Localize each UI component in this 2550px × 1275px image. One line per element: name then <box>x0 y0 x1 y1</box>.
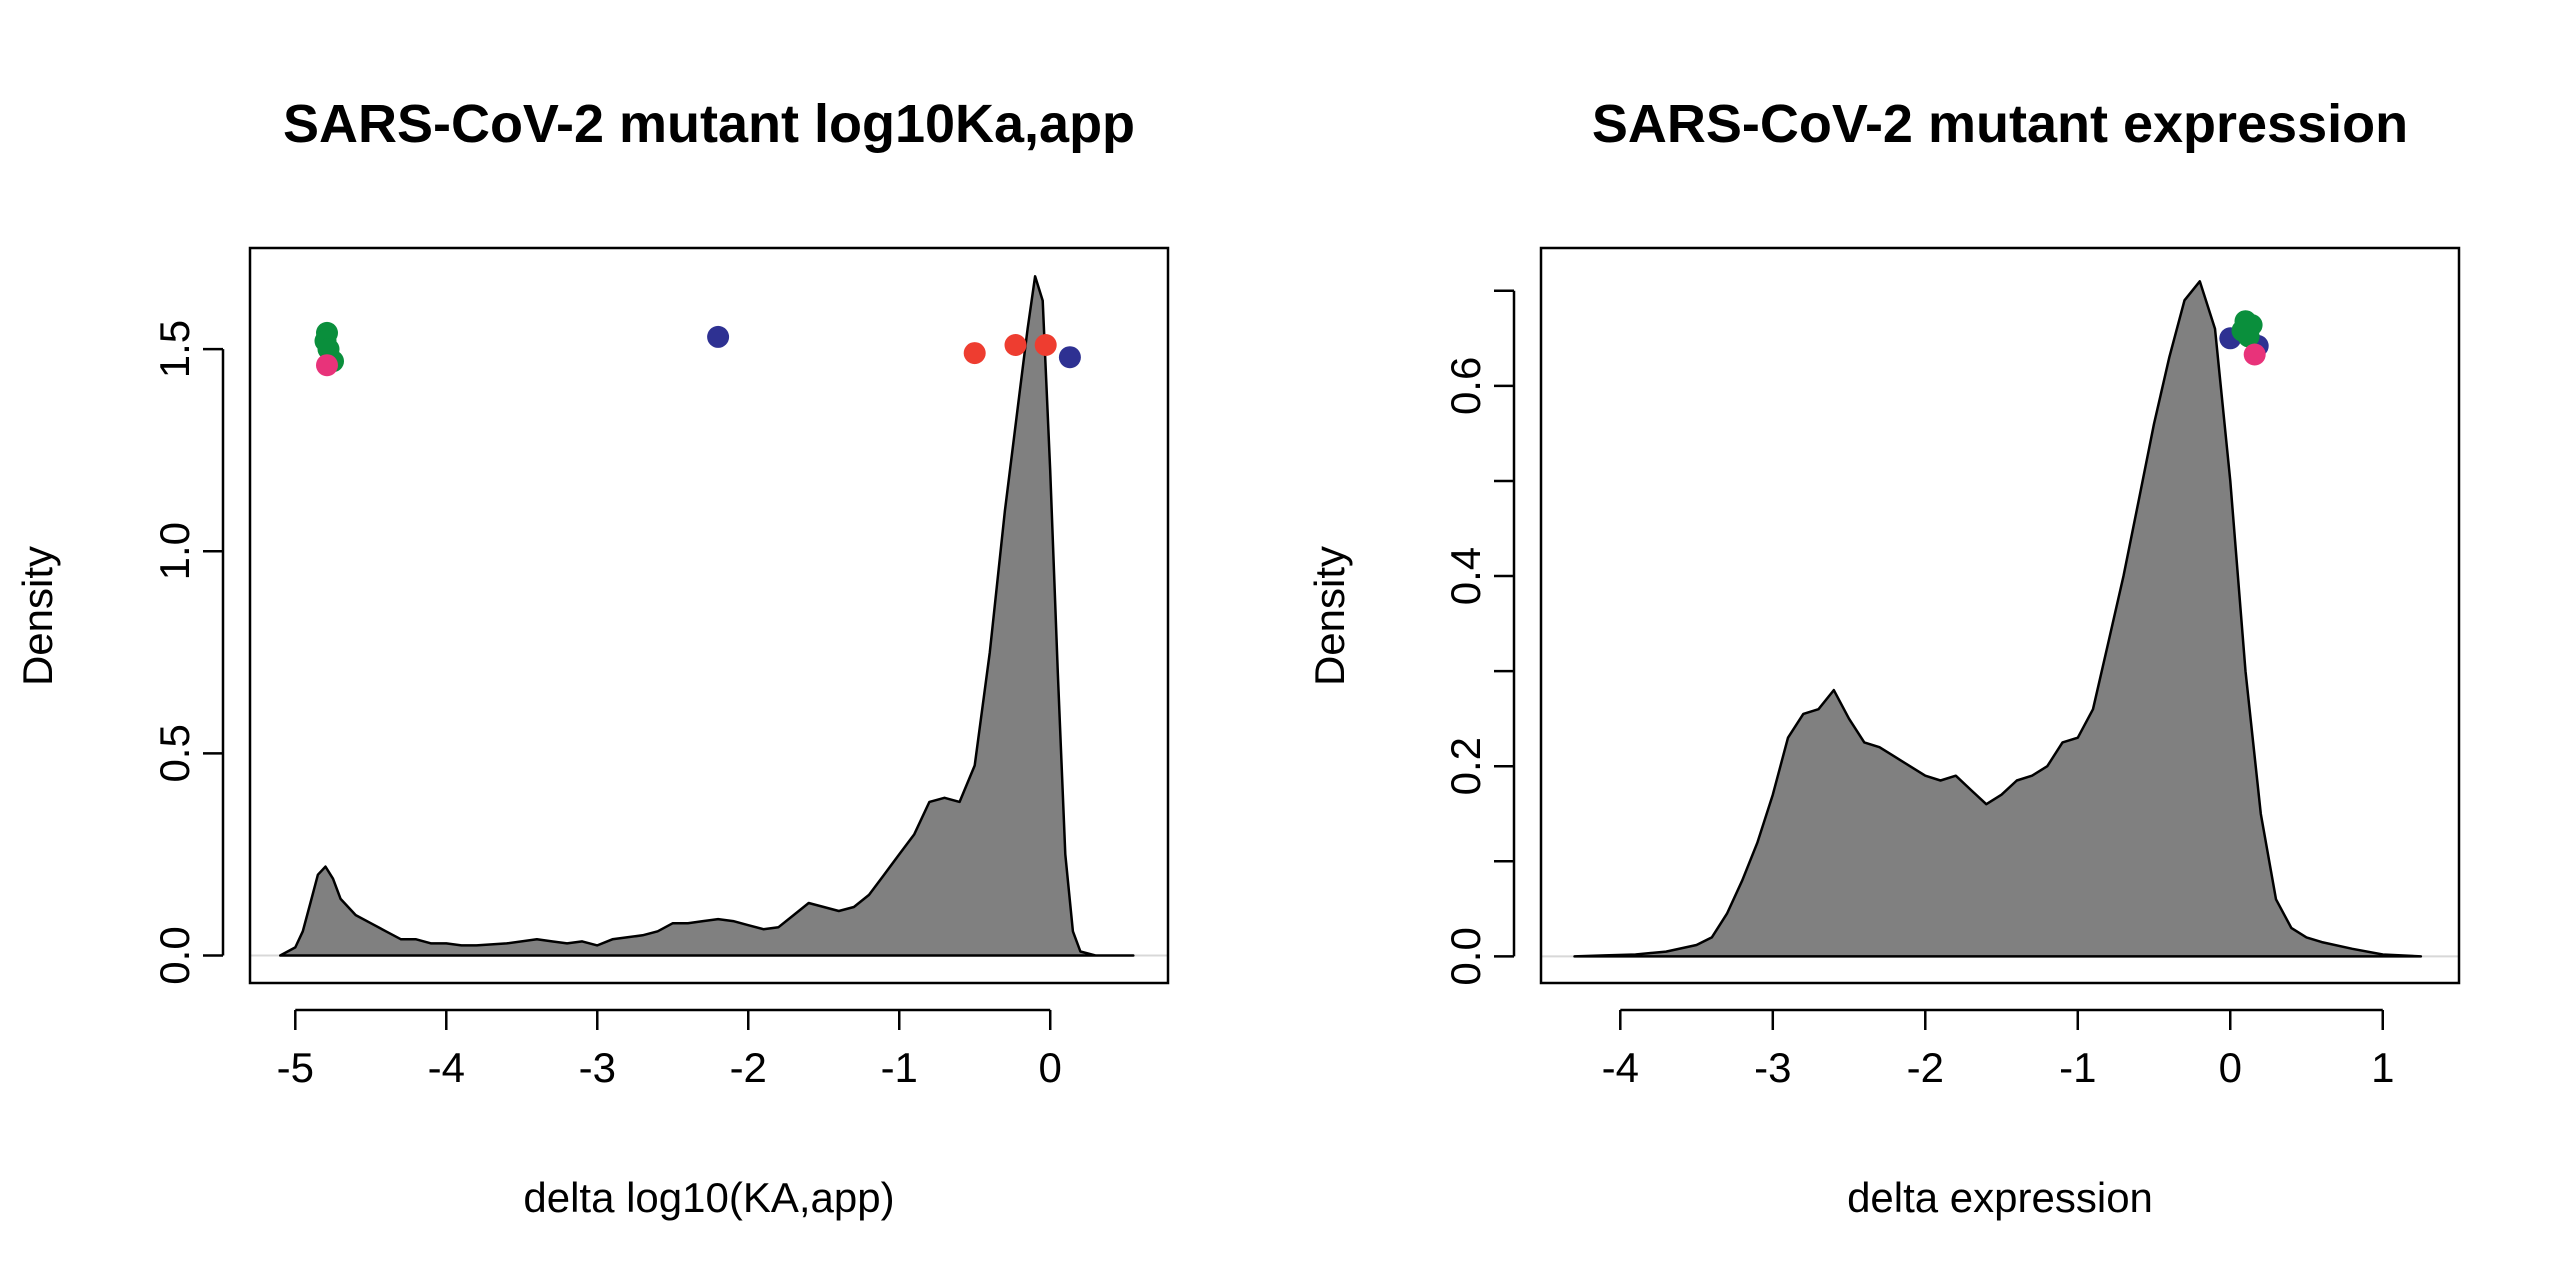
mutant-point-blue <box>707 325 730 348</box>
y-tick-label: 0.0 <box>151 926 198 984</box>
mutant-point-green <box>2237 325 2260 348</box>
x-tick-label: 1 <box>2371 1044 2394 1091</box>
mutant-point-pink <box>316 354 338 377</box>
mutant-points <box>314 321 1081 377</box>
mutant-point-red <box>963 342 986 365</box>
y-axis: 0.0 0.5 1.0 1.5 <box>151 320 225 985</box>
y-tick-label: 1.5 <box>151 320 198 378</box>
x-axis-title: delta expression <box>1847 1174 2153 1221</box>
x-tick-label: -2 <box>730 1044 767 1091</box>
y-tick-label: 0.0 <box>1442 927 1489 985</box>
x-tick-label: -5 <box>277 1044 314 1091</box>
y-axis-title: Density <box>1306 546 1353 686</box>
x-tick-label: -1 <box>881 1044 918 1091</box>
x-tick-label: -3 <box>579 1044 616 1091</box>
panel-expression: SARS-CoV-2 mutant expression delta expre… <box>1306 94 2461 1221</box>
x-tick-label: -1 <box>2059 1044 2096 1091</box>
y-tick-label: 0.2 <box>1442 737 1489 795</box>
plot-area-expression: -4 -3 -2 -1 0 1 0.0 0.2 0.4 0.6 <box>1442 246 2461 1091</box>
x-tick-label: 0 <box>1039 1044 1062 1091</box>
x-axis: -5 -4 -3 -2 -1 0 <box>277 1008 1062 1091</box>
plot-frame <box>1539 246 2461 985</box>
mutant-point-red <box>1034 334 1057 356</box>
chart-title: SARS-CoV-2 mutant log10Ka,app <box>283 94 1135 154</box>
x-tick-label: 0 <box>2219 1044 2242 1091</box>
y-tick-label: 0.6 <box>1442 357 1489 415</box>
x-tick-label: -2 <box>1907 1044 1944 1091</box>
mutant-point-red <box>1004 334 1027 356</box>
density-area <box>1573 280 2423 958</box>
y-tick-label: 0.5 <box>151 724 198 782</box>
x-tick-label: -3 <box>1754 1044 1791 1091</box>
density-area <box>278 275 1135 957</box>
mutant-point-pink <box>2243 343 2266 366</box>
x-axis-title: delta log10(KA,app) <box>523 1174 894 1221</box>
y-tick-label: 0.4 <box>1442 547 1489 605</box>
x-axis: -4 -3 -2 -1 0 1 <box>1602 1008 2394 1091</box>
chart-title: SARS-CoV-2 mutant expression <box>1592 94 2408 154</box>
plot-area-binding: -5 -4 -3 -2 -1 0 0.0 0.5 1.0 1.5 <box>151 246 1170 1091</box>
x-tick-label: -4 <box>428 1044 465 1091</box>
panel-binding: SARS-CoV-2 mutant log10Ka,app delta log1… <box>14 94 1170 1221</box>
mutant-points <box>2219 310 2269 366</box>
y-tick-label: 1.0 <box>151 522 198 580</box>
y-axis-title: Density <box>14 546 61 686</box>
y-axis: 0.0 0.2 0.4 0.6 <box>1442 289 1516 986</box>
plot-frame <box>248 246 1170 985</box>
x-tick-label: -4 <box>1602 1044 1639 1091</box>
mutant-point-blue <box>1058 346 1081 369</box>
